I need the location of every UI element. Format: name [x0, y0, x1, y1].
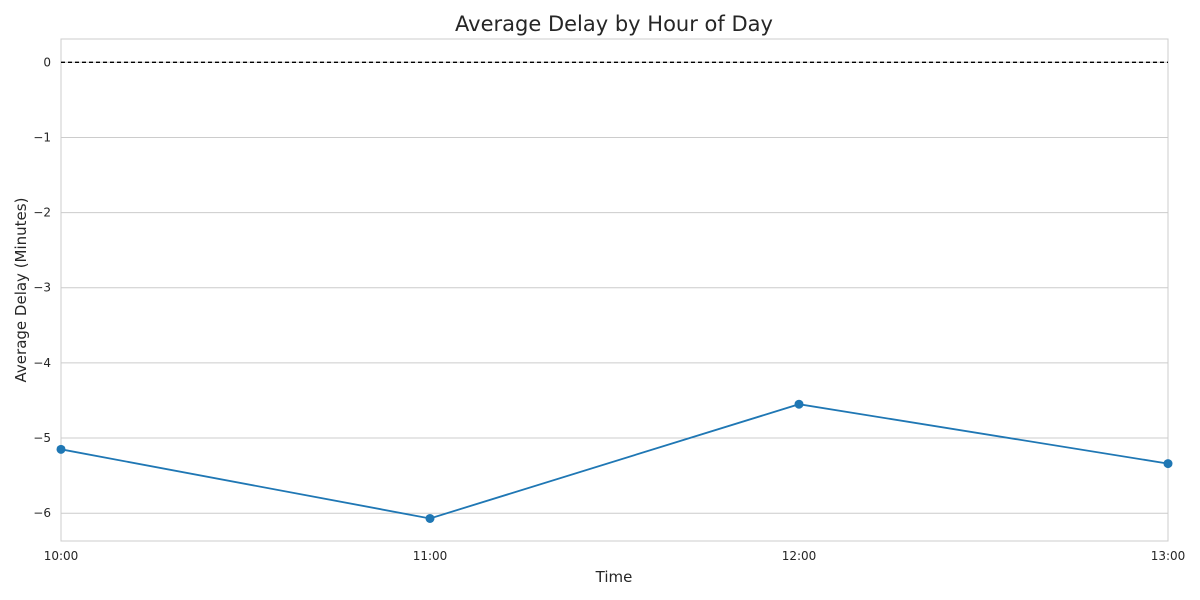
y-tick-label: −1	[33, 130, 51, 144]
x-tick-label: 12:00	[782, 549, 817, 563]
x-tick-labels: 10:00 11:00 12:00 13:00	[44, 549, 1186, 563]
y-tick-label: 0	[43, 55, 51, 69]
y-tick-label: −2	[33, 206, 51, 220]
data-point	[56, 444, 66, 454]
data-point	[1163, 459, 1173, 469]
y-gridlines	[61, 61, 1168, 514]
y-axis-label: Average Delay (Minutes)	[12, 198, 30, 383]
x-tick-label: 10:00	[44, 549, 79, 563]
data-point	[794, 399, 804, 409]
y-tick-label: −3	[33, 281, 51, 295]
x-tick-label: 11:00	[413, 549, 448, 563]
y-tick-label: −5	[33, 431, 51, 445]
series-line	[60, 403, 1169, 520]
y-tick-labels: 0 −1 −2 −3 −4 −5 −6	[33, 55, 51, 520]
data-point	[425, 513, 435, 523]
data-points	[56, 399, 1173, 523]
y-tick-label: −6	[33, 506, 51, 520]
chart-title: Average Delay by Hour of Day	[455, 12, 773, 36]
x-axis-label: Time	[595, 568, 633, 586]
x-tick-label: 13:00	[1151, 549, 1186, 563]
y-tick-label: −4	[33, 356, 51, 370]
plot-frame	[60, 38, 1169, 542]
